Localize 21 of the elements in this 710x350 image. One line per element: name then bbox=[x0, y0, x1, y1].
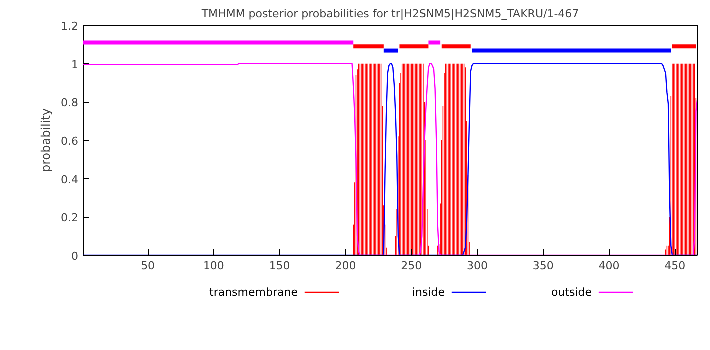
x-tick-label: 450 bbox=[664, 260, 686, 272]
y-tick-label: 1.2 bbox=[61, 20, 79, 33]
x-tick-label: 150 bbox=[269, 260, 290, 272]
y-tick-label: 1 bbox=[72, 58, 78, 72]
x-tick-label: 300 bbox=[466, 260, 488, 272]
x-tick-label: 100 bbox=[203, 260, 224, 272]
x-tick-label: 400 bbox=[598, 260, 620, 272]
legend-label: inside bbox=[412, 286, 446, 299]
x-tick-label: 350 bbox=[532, 260, 554, 272]
x-tick-label: 200 bbox=[335, 260, 356, 272]
y-tick-label: 0.8 bbox=[61, 96, 79, 110]
legend-label: outside bbox=[551, 286, 592, 299]
x-tick-label: 50 bbox=[141, 260, 156, 272]
y-tick-label: 0.2 bbox=[61, 212, 79, 225]
y-tick-label: 0.4 bbox=[61, 173, 79, 186]
y-axis-title: probability bbox=[39, 108, 54, 173]
y-tick-label: 0.6 bbox=[61, 135, 79, 148]
legend-label: transmembrane bbox=[210, 286, 298, 299]
chart-title: TMHMM posterior probabilities for tr|H2SNM5|H2SNM5_TAKRU/1-467 bbox=[200, 8, 580, 20]
x-tick-label: 250 bbox=[401, 260, 422, 272]
y-tick-label: 0 bbox=[72, 250, 78, 263]
